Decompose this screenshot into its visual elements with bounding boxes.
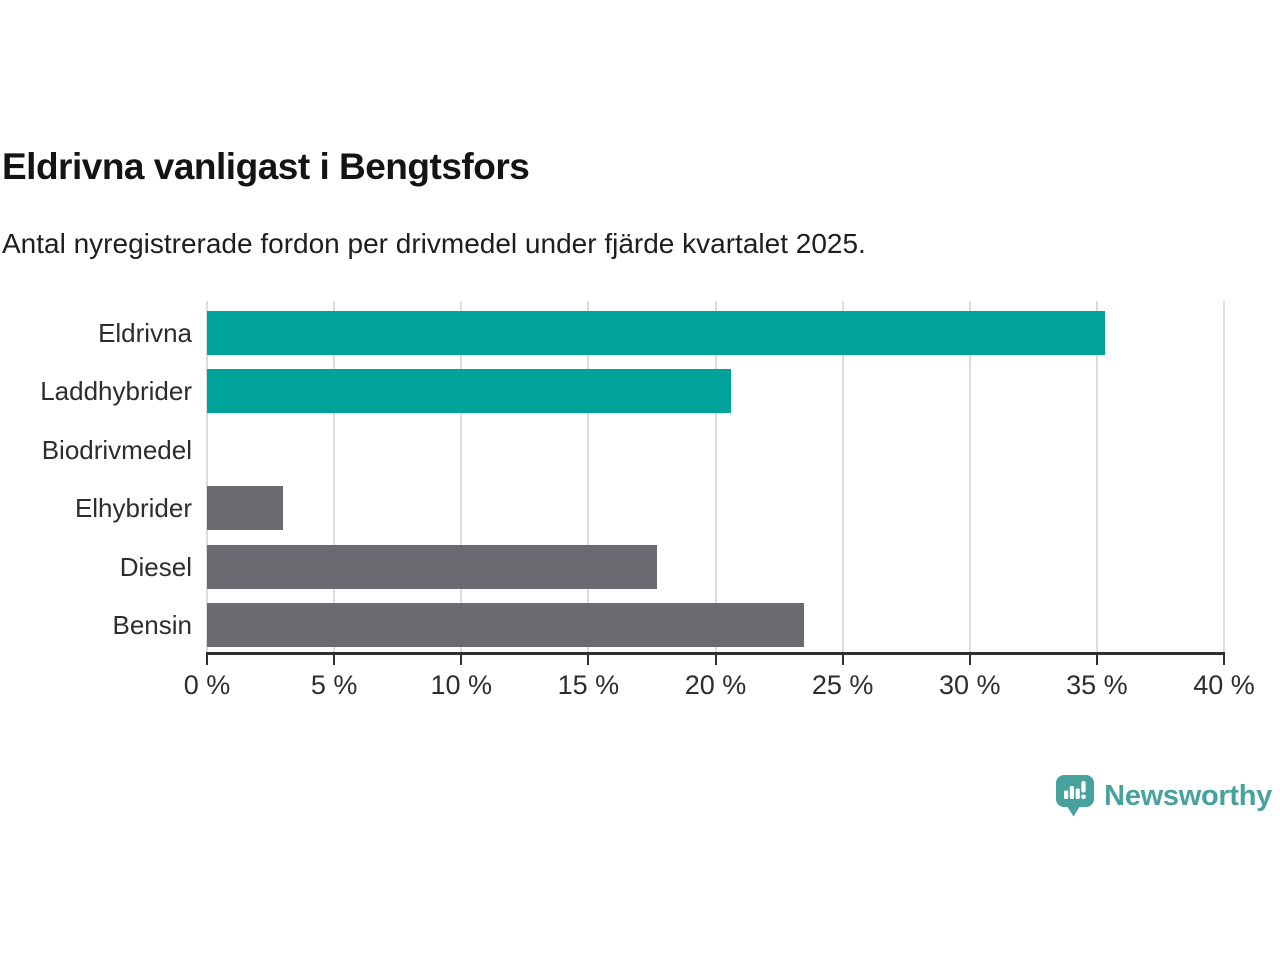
x-axis-tick-label: 5 % <box>310 670 358 700</box>
y-axis-label: Diesel <box>119 551 192 582</box>
bar-elhybrider <box>207 486 284 531</box>
x-axis-tick-label: 35 % <box>1066 670 1128 700</box>
x-axis-tick <box>1095 654 1098 665</box>
y-axis-label: Bensin <box>112 610 193 640</box>
bar-diesel <box>207 544 658 589</box>
x-axis-tick-label: 40 % <box>1193 670 1255 700</box>
newsworthy-branding: Newsworthy <box>1055 774 1272 818</box>
plot-area <box>206 301 1225 653</box>
x-axis-tick-labels: 0 % 5 % 10 % 15 % 20 % 25 % 30 % 35 % 40 % <box>184 670 1255 710</box>
x-axis-tick-label: 15 % <box>557 670 620 700</box>
x-axis-tick <box>460 654 463 665</box>
x-axis-tick-label: 30 % <box>938 670 1001 700</box>
x-axis-tick-label: 20 % <box>684 670 747 700</box>
gridline <box>968 301 971 653</box>
gridline <box>714 301 717 653</box>
x-axis-tick <box>333 654 336 665</box>
x-axis-tick-label: 0 % <box>183 670 231 700</box>
gridline <box>333 301 336 653</box>
newsworthy-logo-icon <box>1056 775 1095 817</box>
bar-eldrivna <box>207 311 1105 355</box>
x-axis-tick <box>714 654 717 665</box>
x-axis-line <box>206 652 1225 655</box>
bar-laddhybrider <box>207 369 731 414</box>
gridline <box>841 301 844 653</box>
y-axis-label: Laddhybrider <box>40 376 192 407</box>
chart-title: Eldrivna vanligast i Bengtsfors <box>2 146 530 187</box>
gridline <box>587 301 590 653</box>
x-axis-tick <box>968 654 971 665</box>
y-axis-label: Elhybrider <box>74 493 192 524</box>
x-axis-ticks <box>206 654 1225 666</box>
x-axis-tick <box>841 654 844 665</box>
y-axis-labels: Eldrivna Laddhybrider Biodrivmedel Elhybrid… <box>0 301 192 653</box>
y-axis-label: Biodrivmedel <box>41 434 192 465</box>
gridline <box>460 301 463 653</box>
bar-bensin <box>207 603 805 647</box>
y-axis-label: Eldrivna <box>98 318 192 348</box>
gridline <box>1223 301 1225 653</box>
chart-subtitle: Antal nyregistrerade fordon per drivmede… <box>2 228 866 259</box>
newsworthy-wordmark: Newsworthy <box>1104 779 1272 812</box>
gridline <box>1095 301 1098 653</box>
x-axis-tick-label: 10 % <box>430 670 493 700</box>
x-axis-tick <box>1223 654 1225 665</box>
x-axis-tick-label: 25 % <box>811 670 874 700</box>
gridline <box>206 301 208 653</box>
x-axis-tick <box>206 654 208 665</box>
x-axis-tick <box>587 654 590 665</box>
